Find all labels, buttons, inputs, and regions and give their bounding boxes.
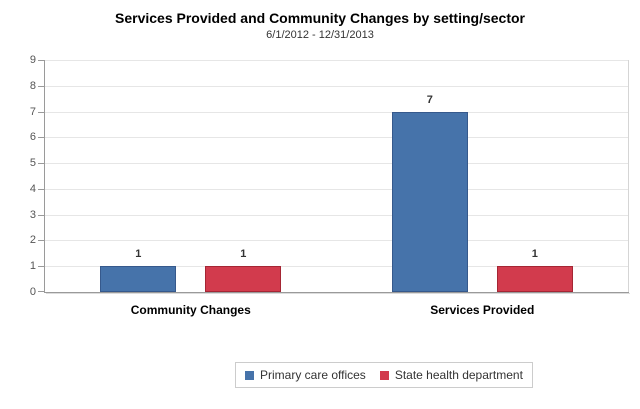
y-axis-tick	[38, 60, 44, 61]
bar[interactable]	[496, 266, 573, 292]
bar[interactable]	[100, 266, 177, 292]
gridline	[45, 137, 628, 139]
gridline	[45, 163, 628, 165]
x-axis-category-label: Services Provided	[430, 303, 535, 317]
gridline	[45, 85, 628, 87]
chart-subtitle: 6/1/2012 - 12/31/2013	[266, 29, 374, 41]
y-axis-labels: 0 1 2 3 4 5 6 7 8 9	[0, 54, 36, 298]
y-axis-label: 0	[29, 286, 36, 298]
bar-value-label: 1	[531, 248, 538, 261]
y-axis-tick	[38, 137, 44, 139]
y-axis-tick	[38, 111, 44, 113]
legend: Primary care offices State health departm…	[235, 362, 533, 388]
y-axis-label: 4	[29, 182, 36, 195]
y-axis-label: 9	[29, 54, 36, 66]
bar-value-label: 1	[240, 248, 247, 261]
plot-area: 1 1 7 1	[38, 60, 628, 292]
gridline	[45, 214, 628, 216]
y-axis-label: 7	[29, 105, 36, 118]
gridline	[45, 240, 628, 242]
y-axis-tick	[38, 163, 44, 165]
bar-value-label: 1	[135, 248, 142, 261]
bar[interactable]	[205, 266, 282, 292]
y-axis-label: 6	[29, 131, 36, 144]
gridline	[45, 60, 628, 61]
y-axis-label: 5	[29, 157, 36, 170]
legend-swatch-icon	[245, 370, 254, 380]
legend-label: State health department	[394, 368, 523, 382]
y-axis-tick	[38, 266, 44, 268]
x-axis-line	[44, 292, 629, 293]
x-axis-shadow	[46, 293, 630, 294]
y-axis-label: 1	[29, 260, 36, 273]
y-axis-tick	[38, 188, 44, 190]
x-axis-category-label: Community Changes	[130, 303, 251, 317]
plot-right-border	[628, 60, 629, 292]
y-axis-line	[44, 60, 45, 293]
y-axis-label: 8	[29, 79, 36, 92]
gridline	[45, 111, 628, 113]
y-axis-tick	[38, 240, 44, 242]
x-axis-labels: Community Changes Services Provided	[45, 303, 628, 319]
gridline	[45, 266, 628, 268]
y-axis-tick	[38, 85, 44, 87]
legend-swatch-icon	[379, 370, 389, 380]
legend-label: Primary care offices	[260, 368, 366, 382]
bar[interactable]	[391, 111, 468, 292]
bar-value-label: 7	[426, 93, 433, 106]
gridline	[45, 188, 628, 190]
y-axis-label: 3	[29, 208, 36, 221]
legend-item[interactable]: Primary care offices	[245, 368, 366, 382]
legend-item[interactable]: State health department	[379, 368, 523, 382]
y-axis-tick	[38, 291, 44, 292]
chart-title: Services Provided and Community Changes …	[115, 10, 525, 26]
y-axis-tick	[38, 214, 44, 216]
y-axis-label: 2	[29, 234, 36, 247]
